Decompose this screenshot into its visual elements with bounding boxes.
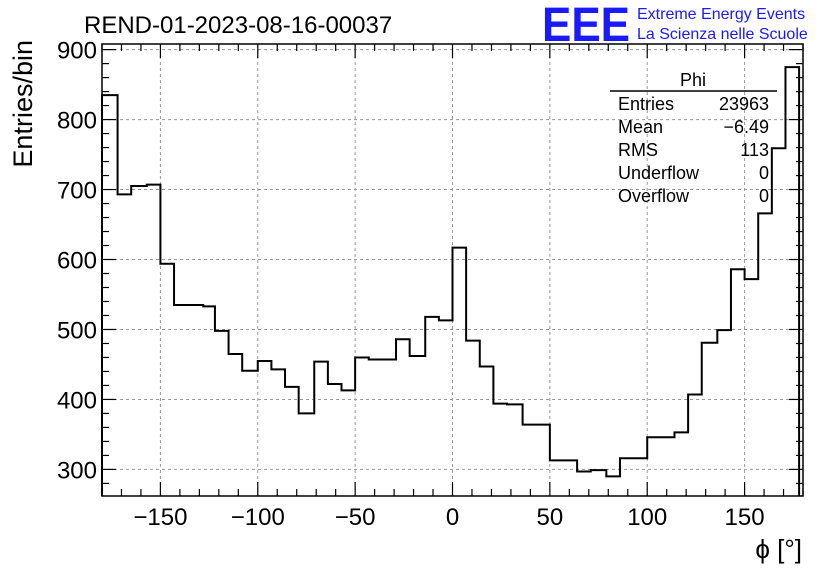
stats-title: Phi bbox=[680, 70, 706, 90]
stats-row-value: 0 bbox=[759, 163, 769, 183]
y-tick-label: 300 bbox=[57, 457, 97, 484]
x-tick-label: −150 bbox=[133, 504, 187, 531]
eee-logo-line2: La Scienza nelle Scuole bbox=[637, 26, 808, 43]
stats-row-value: 113 bbox=[740, 140, 769, 160]
stats-row-label: RMS bbox=[618, 140, 658, 160]
x-tick-label: −50 bbox=[335, 504, 376, 531]
y-axis-ticks bbox=[102, 48, 803, 485]
chart-title: REND-01-2023-08-16-00037 bbox=[84, 12, 392, 39]
eee-logo: EEE Extreme Energy Events La Scienza nel… bbox=[542, 0, 808, 52]
stats-row-value: 23963 bbox=[719, 94, 769, 114]
x-tick-label: 0 bbox=[446, 504, 459, 531]
stats-row: Mean −6.49 bbox=[618, 117, 769, 137]
x-tick-label: −100 bbox=[231, 504, 285, 531]
stats-row-value: 0 bbox=[759, 186, 769, 206]
stats-row: RMS 113 bbox=[618, 140, 769, 160]
stats-row-label: Mean bbox=[618, 117, 663, 137]
eee-logo-line1: Extreme Energy Events bbox=[637, 6, 805, 23]
stats-row: Underflow 0 bbox=[618, 163, 769, 183]
y-tick-label: 600 bbox=[57, 248, 97, 275]
eee-logo-mark: EEE bbox=[542, 0, 630, 52]
y-axis-tick-labels: 300 400 500 600 700 800 900 bbox=[57, 38, 97, 485]
stats-row-label: Underflow bbox=[618, 163, 700, 183]
x-tick-label: 100 bbox=[627, 504, 667, 531]
stats-box: Phi Entries 23963 Mean −6.49 RMS 113 Underflow… bbox=[610, 70, 777, 206]
x-axis-label: ϕ [°] bbox=[755, 534, 802, 564]
y-tick-label: 800 bbox=[57, 108, 97, 135]
stats-row: Overflow 0 bbox=[618, 186, 769, 206]
x-tick-label: 150 bbox=[725, 504, 765, 531]
histogram-line bbox=[101, 66, 801, 496]
stats-row-label: Overflow bbox=[618, 186, 690, 206]
x-tick-label: 50 bbox=[537, 504, 564, 531]
y-tick-label: 900 bbox=[57, 38, 97, 65]
x-axis-tick-labels: −150 −100 −50 0 50 100 150 bbox=[133, 504, 764, 531]
y-tick-label: 400 bbox=[57, 387, 97, 414]
stats-row: Entries 23963 bbox=[618, 94, 769, 114]
stats-row-value: −6.49 bbox=[723, 117, 769, 137]
y-tick-label: 700 bbox=[57, 178, 97, 205]
stats-row-label: Entries bbox=[618, 94, 674, 114]
y-tick-label: 500 bbox=[57, 317, 97, 344]
y-axis-label: Entries/bin bbox=[8, 40, 38, 168]
